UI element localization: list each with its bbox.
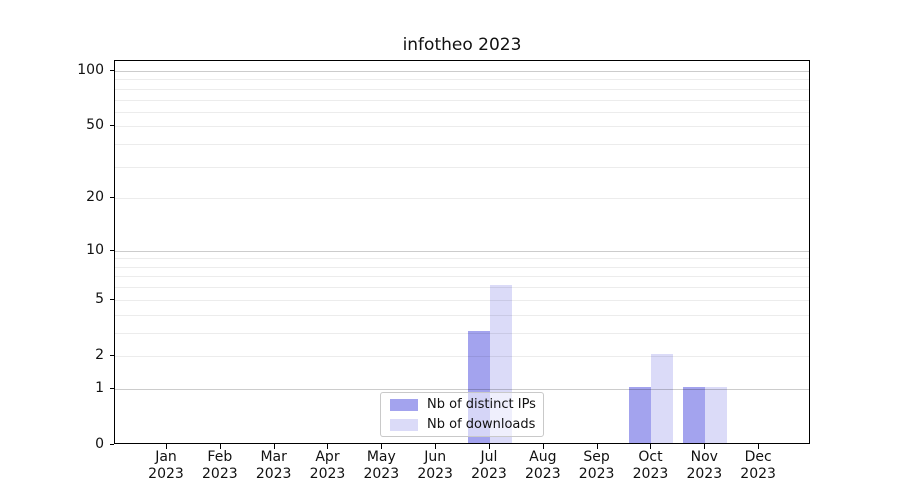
- y-tick: [110, 387, 114, 389]
- y-gridline-minor: [115, 355, 809, 357]
- x-tick-label: Jan 2023: [148, 449, 184, 482]
- x-tick-label: Sep 2023: [578, 449, 615, 482]
- y-tick: [110, 70, 114, 71]
- legend-item-distinct-ips: Nb of distinct IPs: [390, 396, 543, 413]
- x-tick-label: Feb 2023: [202, 449, 238, 482]
- y-gridline-minor: [115, 79, 809, 81]
- x-tick-label: Nov 2023: [686, 449, 723, 482]
- bar-distinct-ips: [683, 386, 706, 443]
- x-tick: [596, 444, 598, 449]
- y-tick: [110, 125, 114, 127]
- y-tick-label: 10: [86, 241, 104, 258]
- x-tick: [327, 444, 329, 449]
- legend: Nb of distinct IPs Nb of downloads: [380, 392, 544, 437]
- x-tick: [219, 444, 221, 449]
- y-tick-label: 5: [95, 290, 104, 307]
- y-gridline-minor: [115, 198, 809, 200]
- plot-area: [114, 60, 810, 444]
- y-gridline-minor: [115, 88, 809, 90]
- y-gridline-major: [115, 71, 809, 72]
- y-gridline-minor: [115, 276, 809, 278]
- y-gridline-minor: [115, 287, 809, 289]
- bar-distinct-ips: [629, 386, 652, 443]
- legend-label-distinct-ips: Nb of distinct IPs: [427, 397, 536, 412]
- y-tick-label: 20: [86, 189, 104, 206]
- y-tick-label: 1: [95, 379, 104, 396]
- y-gridline-minor: [115, 144, 809, 146]
- x-tick: [650, 444, 652, 449]
- bar-downloads: [651, 353, 674, 443]
- x-tick: [704, 444, 706, 449]
- legend-label-downloads: Nb of downloads: [427, 417, 536, 432]
- y-tick-label: 50: [86, 117, 104, 134]
- x-tick-label: Jul 2023: [471, 449, 507, 482]
- y-gridline-major: [115, 250, 809, 252]
- y-gridline-minor: [115, 258, 809, 260]
- x-tick: [758, 444, 760, 449]
- y-gridline-minor: [115, 126, 809, 128]
- y-gridline-minor: [115, 111, 809, 113]
- y-tick: [110, 298, 114, 300]
- y-tick: [110, 197, 114, 199]
- chart-title: infotheo 2023: [402, 35, 522, 55]
- x-tick: [542, 444, 544, 449]
- x-tick-label: May 2023: [363, 449, 400, 482]
- x-tick: [488, 444, 490, 449]
- x-tick-label: Mar 2023: [255, 449, 292, 482]
- x-tick: [381, 444, 383, 449]
- y-tick: [110, 444, 114, 445]
- y-gridline-minor: [115, 99, 809, 101]
- bar-downloads: [705, 386, 728, 443]
- y-tick: [110, 249, 114, 251]
- x-tick-label: Oct 2023: [632, 449, 669, 482]
- y-tick-label: 100: [77, 62, 104, 78]
- y-tick-label: 0: [95, 436, 104, 452]
- y-gridline-major: [115, 388, 809, 390]
- y-gridline-minor: [115, 266, 809, 268]
- x-tick-label: Aug 2023: [524, 449, 561, 482]
- x-tick: [273, 444, 275, 449]
- y-gridline-minor: [115, 332, 809, 334]
- y-tick-label: 2: [95, 346, 104, 363]
- y-gridline-minor: [115, 166, 809, 168]
- y-gridline-minor: [115, 299, 809, 301]
- x-tick-label: Dec 2023: [740, 449, 776, 482]
- y-tick: [110, 354, 114, 356]
- x-tick: [166, 444, 167, 449]
- legend-swatch-downloads: [390, 418, 418, 431]
- y-gridline-minor: [115, 314, 809, 316]
- legend-item-downloads: Nb of downloads: [390, 416, 543, 433]
- x-tick-label: Jun 2023: [417, 449, 453, 482]
- legend-swatch-distinct-ips: [390, 398, 418, 411]
- x-tick-label: Apr 2023: [309, 449, 346, 482]
- x-tick: [435, 444, 437, 449]
